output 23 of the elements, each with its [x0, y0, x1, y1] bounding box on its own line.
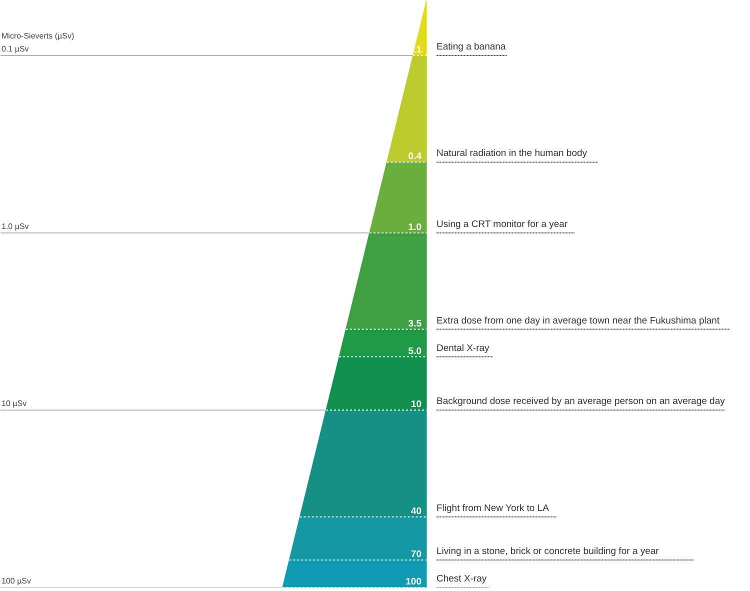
category-label: Eating a banana [436, 41, 506, 52]
data-label: 3.5 [408, 318, 422, 330]
category-label: Chest X-ray [436, 574, 487, 584]
data-label: 1.0 [408, 222, 422, 233]
category-label: Dental X-ray [436, 342, 490, 354]
category-label: Living in a stone, brick or concrete building for a year [436, 546, 659, 558]
category-label: Using a CRT monitor for a year [436, 218, 568, 230]
data-label: 10 [410, 399, 422, 410]
data-label: 100 [406, 576, 422, 588]
category-label: Background dose received by an average person on an average day [436, 396, 726, 408]
data-label: 10 µSv [2, 399, 27, 408]
data-label: 100 µSv [2, 576, 32, 586]
data-label: 70 [410, 549, 422, 560]
data-label: 0.4 [408, 151, 422, 162]
data-label: 40 [410, 506, 422, 517]
data-label: 5.0 [408, 346, 422, 357]
category-label: Flight from New York to LA [436, 502, 550, 514]
category-label: Natural radiation in the human body [436, 148, 588, 160]
data-label: .1 [414, 44, 422, 56]
data-label: 1.0 µSv [2, 222, 29, 231]
data-label: 0.1 µSv [2, 44, 29, 54]
text: Micro-Sieverts (µSv) [2, 32, 74, 40]
category-label: Extra dose from one day in average town near the Fukushima plant [436, 315, 720, 326]
